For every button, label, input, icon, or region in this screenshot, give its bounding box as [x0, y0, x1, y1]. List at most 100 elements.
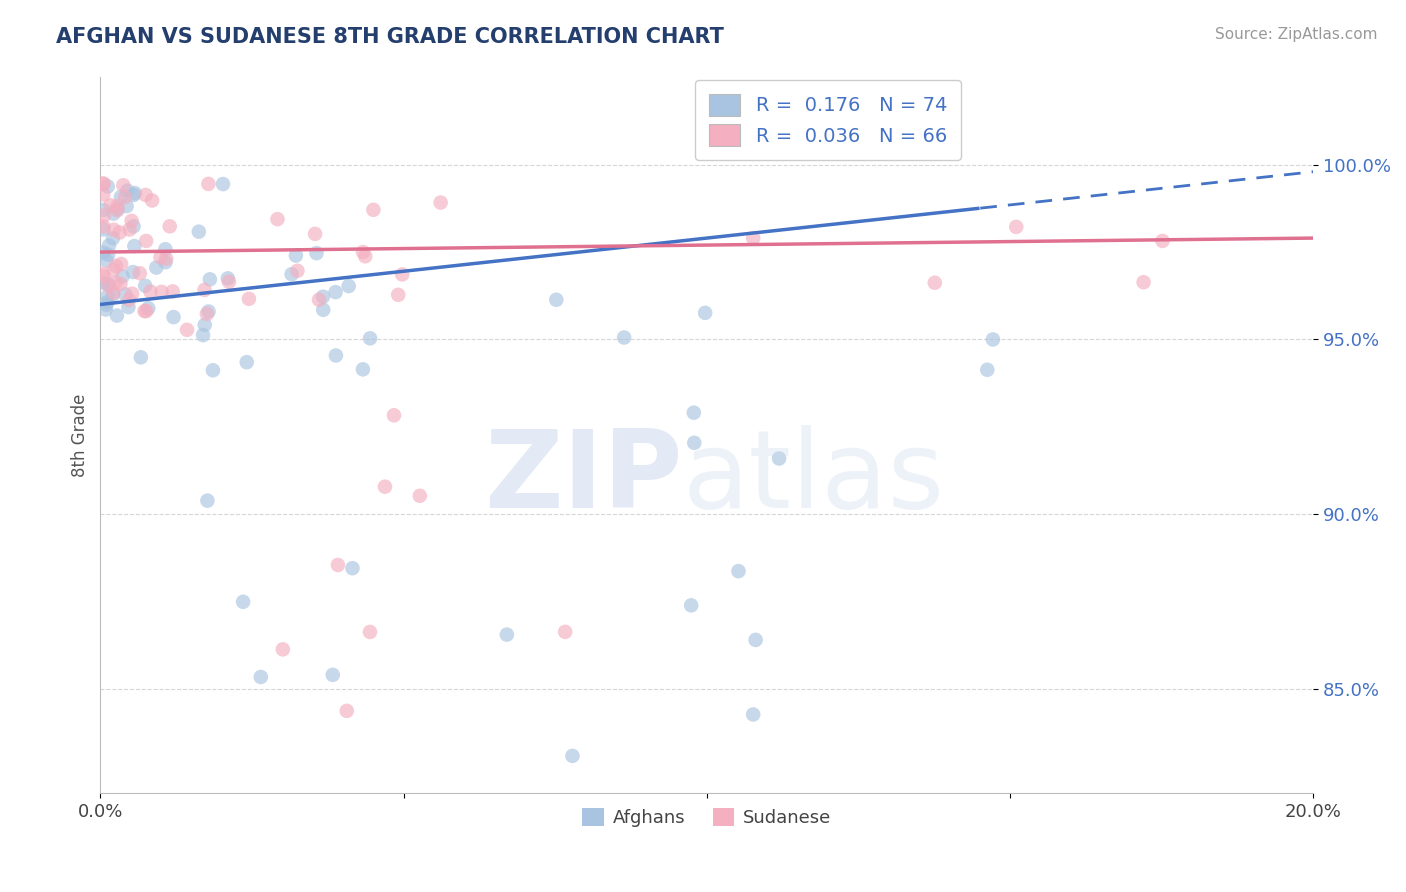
Point	[198, 272, 221, 286]
Point	[218, 275, 240, 289]
Point	[96, 295, 118, 310]
Y-axis label: 8th Grade: 8th Grade	[72, 393, 89, 477]
Point	[271, 642, 294, 657]
Point	[363, 202, 385, 217]
Point	[359, 624, 381, 639]
Point	[981, 333, 1004, 347]
Point	[326, 558, 349, 572]
Point	[124, 186, 146, 201]
Point	[308, 293, 330, 307]
Point	[312, 290, 335, 304]
Text: Source: ZipAtlas.com: Source: ZipAtlas.com	[1215, 27, 1378, 42]
Point	[93, 187, 115, 202]
Point	[155, 255, 177, 269]
Point	[129, 351, 152, 365]
Point	[93, 219, 115, 234]
Point	[337, 279, 360, 293]
Point	[103, 223, 125, 237]
Point	[128, 266, 150, 280]
Point	[976, 363, 998, 377]
Point	[1152, 234, 1174, 248]
Point	[197, 493, 219, 508]
Point	[325, 349, 347, 363]
Point	[352, 245, 374, 260]
Point	[134, 304, 156, 318]
Point	[107, 202, 129, 216]
Point	[110, 277, 132, 291]
Point	[122, 219, 145, 234]
Point	[322, 668, 344, 682]
Point	[613, 330, 636, 344]
Text: ZIP: ZIP	[484, 425, 682, 532]
Legend: Afghans, Sudanese: Afghans, Sudanese	[575, 801, 839, 834]
Point	[304, 227, 326, 241]
Point	[103, 263, 125, 277]
Point	[118, 222, 141, 236]
Point	[134, 278, 156, 293]
Point	[136, 301, 159, 316]
Point	[342, 561, 364, 575]
Point	[391, 268, 413, 282]
Point	[117, 300, 139, 314]
Point	[287, 264, 309, 278]
Point	[114, 287, 136, 301]
Point	[93, 177, 115, 191]
Point	[387, 288, 409, 302]
Point	[1132, 275, 1154, 289]
Point	[94, 302, 117, 317]
Point	[1005, 219, 1028, 234]
Point	[101, 287, 124, 301]
Point	[149, 251, 172, 265]
Point	[135, 304, 157, 318]
Point	[108, 226, 131, 240]
Point	[212, 177, 235, 191]
Point	[924, 276, 946, 290]
Point	[135, 234, 157, 248]
Point	[495, 627, 517, 641]
Point	[101, 231, 124, 245]
Point	[105, 199, 128, 213]
Point	[768, 451, 790, 466]
Point	[429, 195, 451, 210]
Point	[105, 203, 128, 218]
Point	[124, 239, 146, 253]
Text: atlas: atlas	[682, 425, 945, 532]
Point	[354, 249, 377, 263]
Point	[97, 179, 120, 194]
Point	[93, 269, 115, 284]
Point	[682, 406, 704, 420]
Point	[201, 363, 224, 377]
Point	[742, 231, 765, 245]
Point	[155, 252, 177, 266]
Point	[561, 748, 583, 763]
Point	[112, 178, 135, 193]
Point	[96, 253, 118, 268]
Point	[683, 435, 706, 450]
Point	[97, 289, 120, 303]
Point	[191, 328, 214, 343]
Point	[97, 277, 120, 291]
Point	[382, 409, 405, 423]
Point	[695, 306, 717, 320]
Point	[117, 184, 139, 198]
Point	[97, 248, 120, 262]
Point	[121, 286, 143, 301]
Point	[197, 304, 219, 318]
Point	[546, 293, 568, 307]
Point	[135, 188, 157, 202]
Point	[145, 260, 167, 275]
Point	[681, 599, 703, 613]
Point	[104, 259, 127, 273]
Point	[197, 177, 219, 191]
Point	[235, 355, 257, 369]
Point	[217, 271, 239, 285]
Point	[93, 209, 115, 223]
Point	[103, 206, 125, 220]
Point	[93, 202, 115, 217]
Point	[352, 362, 374, 376]
Point	[727, 564, 749, 578]
Point	[93, 245, 115, 260]
Point	[312, 302, 335, 317]
Point	[122, 187, 145, 202]
Point	[155, 242, 177, 256]
